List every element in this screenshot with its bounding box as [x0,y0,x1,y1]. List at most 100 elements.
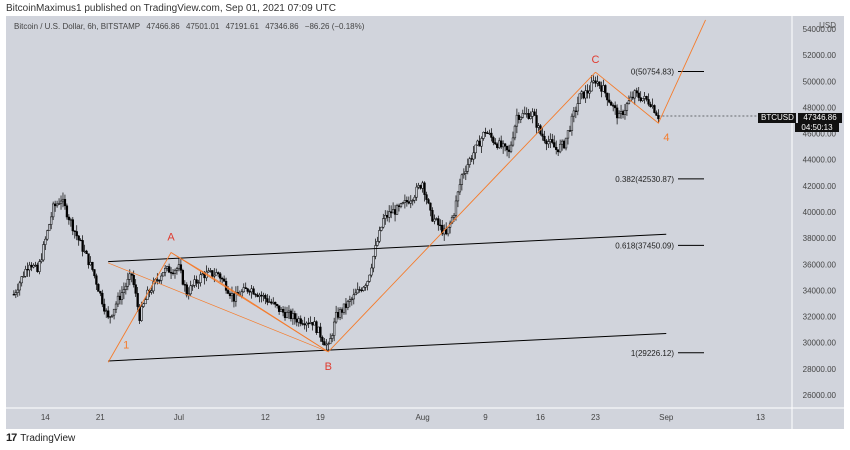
candle-body [167,266,171,273]
candle-body [484,131,487,134]
candle-body [500,140,503,148]
candle-body [274,301,277,305]
candle-body [454,200,458,216]
wave-line-abc [107,71,596,363]
last-price-badge: 47346.86 [798,113,842,123]
candle-body [199,274,202,283]
candle-body [83,250,86,253]
fib-level-label: 0.618(37450.09) [615,241,674,250]
price-tick-label: 48000.00 [803,103,837,112]
candle-body [423,182,426,195]
time-tick-label: 14 [41,413,50,422]
candle-body [85,250,88,254]
candle-body [130,273,133,276]
price-tick-label: 50000.00 [803,77,837,86]
candle-body [52,203,55,218]
candle-body [608,99,611,103]
candle-body [279,308,283,312]
candle-body [120,292,124,301]
price-tick-label: 34000.00 [803,286,837,295]
candle-body [637,92,640,98]
candle-body [456,191,460,202]
time-tick-label: 16 [536,413,545,422]
candle-body [329,338,332,345]
candle-body [358,289,361,291]
candle-body [562,140,566,149]
candle-body [407,201,410,204]
last-price-symbol-tag: BTCUSD [758,113,796,123]
symbol-label: Bitcoin / U.S. Dollar, 6h, BITSTAMP [14,22,141,31]
candle-body [570,115,574,131]
candle-body [627,100,631,104]
candle-body [507,149,511,152]
candle-body [625,103,629,111]
candle-body [91,261,94,270]
candle-body [95,275,98,285]
candle-body [246,288,249,292]
candle-body [615,107,619,119]
candle-body [185,284,188,296]
candle-body [635,90,638,94]
candle-body [152,281,155,292]
candle-body [315,321,318,333]
candle-body [32,265,35,268]
candle-body [468,158,471,165]
candle-body [384,214,387,219]
candle-body [568,130,572,132]
candle-body [219,273,222,279]
candle-body [523,113,526,115]
candle-body [140,306,143,321]
candle-body [564,137,568,149]
candle-body [429,202,432,211]
candle-body [22,276,25,278]
candle-body [311,322,314,326]
candle-body [401,202,405,204]
candle-body [598,81,601,87]
candle-body [222,278,226,282]
candle-body [24,269,27,277]
candle-body [545,140,548,145]
candle-body [169,272,173,274]
candle-body [18,282,21,291]
candle-body [201,273,204,276]
candle-body [446,227,450,235]
candle-body [382,218,385,228]
candle-body [362,286,365,291]
candle-body [515,114,519,127]
candle-body [531,111,534,117]
candle-body [572,110,576,117]
footer-brand: TradingView [20,432,76,444]
candle-body [555,146,558,150]
candle-body [600,85,603,92]
candle-body [264,295,267,299]
candle-body [197,282,200,284]
price-tick-label: 54000.00 [803,25,837,34]
candle-body [549,139,552,142]
candle-body [79,239,82,242]
candle-body [242,287,245,293]
candle-body [415,186,418,198]
candle-body [578,93,581,104]
candle-body [325,343,328,346]
candle-body [602,85,605,92]
candle-body [99,291,102,294]
candle-body [46,230,49,240]
candle-body [173,270,177,274]
candle-body [478,140,481,147]
candle-body [639,97,642,101]
candle-body [421,182,424,189]
candle-body [20,276,23,284]
candle-body [517,114,521,120]
candle-body [254,293,257,296]
candle-body [57,203,61,205]
candle-body [59,200,63,204]
candle-body [293,313,297,320]
candle-body [425,194,428,200]
candle-body [633,90,636,99]
candle-body [134,284,137,294]
candle-body [378,230,381,242]
candle-body [617,113,621,119]
candle-body [492,137,495,143]
chart-area[interactable]: Bitcoin / U.S. Dollar, 6h, BITSTAMP 4746… [6,16,844,429]
candle-body [165,266,169,269]
